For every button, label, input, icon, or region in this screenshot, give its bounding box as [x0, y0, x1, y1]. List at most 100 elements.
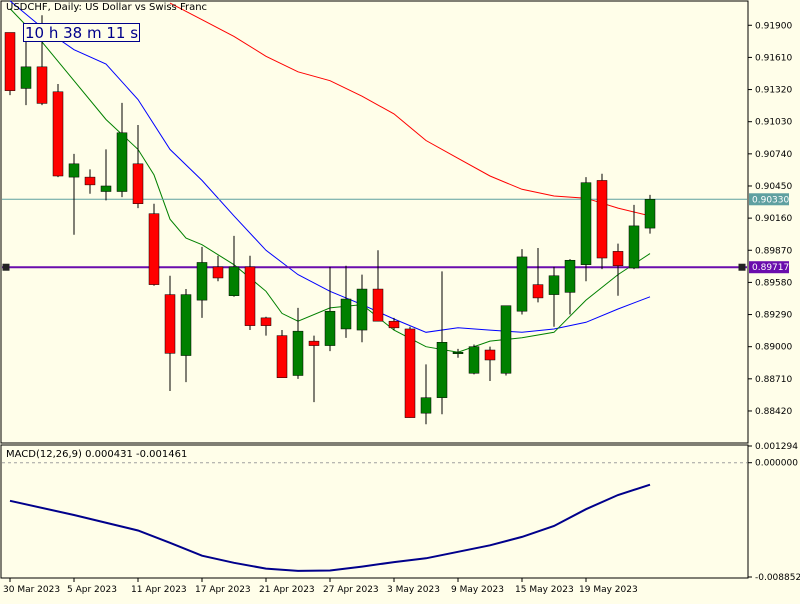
price-tick-label: 0.91610 [755, 53, 792, 63]
macd-title: MACD(12,26,9) 0.000431 -0.001461 [6, 449, 188, 460]
candle [324, 266, 336, 352]
candle [292, 307, 304, 379]
date-tick-label: 19 May 2023 [579, 585, 638, 595]
price-lines [2, 198, 747, 271]
candle [628, 204, 640, 270]
candle-body [20, 66, 32, 89]
candle-body [308, 340, 320, 346]
price-tick-label: 0.91900 [755, 21, 792, 31]
candle [532, 248, 544, 303]
candle [436, 271, 448, 415]
candle [308, 335, 320, 403]
candle-body [500, 305, 512, 374]
candle-body [68, 163, 80, 178]
candle-body [388, 320, 400, 329]
price-tick-label: 0.89000 [755, 343, 792, 353]
candle-body [452, 351, 464, 354]
candle-body [84, 176, 96, 186]
macd-tick-label: -0.008852 [755, 573, 800, 583]
date-tick-label: 27 Apr 2023 [323, 585, 379, 595]
candle [4, 32, 16, 96]
candle [260, 316, 272, 336]
candle [612, 243, 624, 296]
candle-body [276, 335, 288, 378]
candle-body [116, 132, 128, 192]
candle-body [212, 266, 224, 279]
macd-tick-label: 0.000000 [755, 459, 798, 469]
candle [404, 326, 416, 418]
current-price-tag-bg [749, 193, 789, 206]
price-tick-label: 0.89870 [755, 246, 792, 256]
candle [564, 259, 576, 315]
macd-tick-label: 0.001294 [755, 442, 798, 452]
candle [148, 203, 160, 286]
hline-anchor-left [2, 263, 10, 271]
candle [164, 275, 176, 392]
date-tick-label: 17 Apr 2023 [195, 585, 251, 595]
candle-body [580, 182, 592, 265]
candle [116, 102, 128, 198]
date-tick-label: 9 May 2023 [451, 585, 504, 595]
candle-body [132, 163, 144, 204]
price-tick-label: 0.89290 [755, 311, 792, 321]
candle-body [420, 397, 432, 414]
candle-body [228, 266, 240, 296]
candle [196, 246, 208, 318]
candle [52, 84, 64, 178]
date-tick-label: 15 May 2023 [515, 585, 574, 595]
candle-body [372, 288, 384, 322]
candle-body [4, 32, 16, 91]
candle-body [292, 330, 304, 376]
bar-countdown-timer: 10 h 38 m 11 s [23, 23, 140, 42]
price-tags: 0.90330 0.89717 [749, 193, 789, 274]
candle [484, 346, 496, 382]
candle [644, 194, 656, 234]
candle [452, 348, 464, 358]
candle [356, 274, 368, 343]
price-tick-label: 0.89580 [755, 278, 792, 288]
candle-body [612, 251, 624, 267]
candle-body [100, 185, 112, 192]
hline-price-tag-bg [749, 261, 789, 274]
hline-anchor-right [738, 263, 746, 271]
candle-body [340, 298, 352, 330]
candle-body [532, 284, 544, 299]
main-panel-frame [0, 0, 749, 444]
candles [4, 15, 656, 425]
chart-title: USDCHF, Daily: US Dollar vs Swiss Franc [6, 2, 208, 13]
candle-body [596, 180, 608, 259]
macd-panel-frame [0, 444, 749, 579]
candle-body [52, 91, 64, 177]
candle [244, 255, 256, 331]
candle-body [164, 294, 176, 354]
candle [468, 344, 480, 375]
macd-line [9, 483, 651, 572]
candle [180, 289, 192, 383]
candle-body [644, 199, 656, 229]
candle-body [244, 266, 256, 326]
candle [20, 41, 32, 106]
ma-slow-line [169, 2, 651, 217]
price-tick-label: 0.90450 [755, 182, 792, 192]
candle [596, 173, 608, 270]
candle-body [516, 256, 528, 312]
candle [388, 317, 400, 331]
date-tick-label: 5 Apr 2023 [67, 585, 117, 595]
candle [500, 305, 512, 376]
ma-fast-line [9, 8, 651, 353]
candle [340, 265, 352, 338]
candle [100, 149, 112, 201]
candle [132, 125, 144, 209]
date-tick-label: 11 Apr 2023 [131, 585, 187, 595]
current-price-tag: 0.90330 [752, 195, 789, 205]
price-tick-label: 0.90160 [755, 214, 792, 224]
hline-price-tag: 0.89717 [752, 263, 789, 273]
candle [212, 255, 224, 282]
candle [372, 250, 384, 322]
candle-body [148, 213, 160, 285]
candle [68, 153, 80, 235]
price-tick-label: 0.88710 [755, 375, 792, 385]
candle-body [180, 294, 192, 356]
